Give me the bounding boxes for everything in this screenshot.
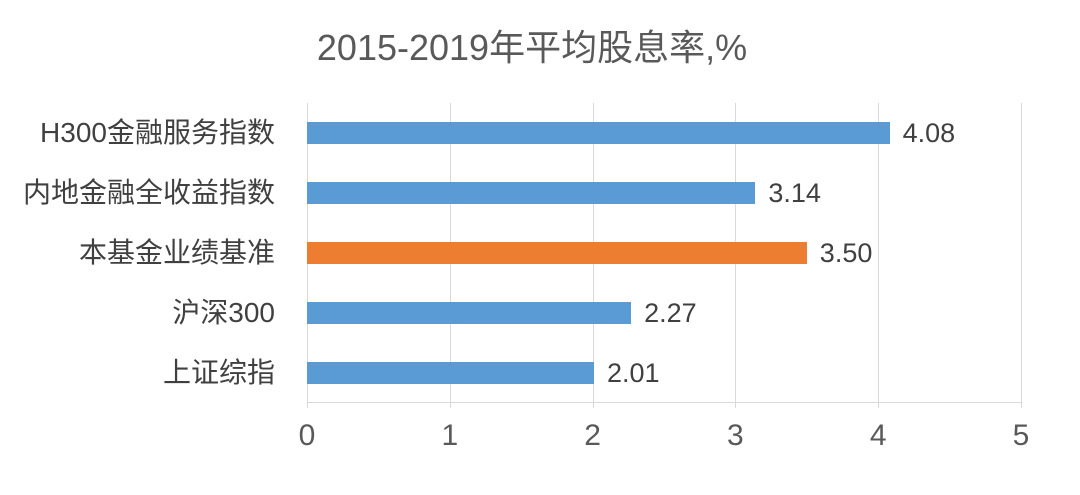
x-axis-tick-mark — [878, 403, 880, 408]
category-label: 上证综指 — [162, 357, 275, 388]
x-axis-tick-label: 2 — [584, 419, 601, 452]
x-axis-tick-mark — [449, 403, 451, 408]
x-axis-tick-mark — [592, 403, 594, 408]
category-label: 沪深300 — [172, 297, 275, 328]
x-axis-tick-mark — [307, 403, 308, 408]
bar — [307, 242, 807, 264]
chart-title: 2015-2019年平均股息率,% — [316, 27, 748, 68]
bar — [307, 302, 632, 324]
x-axis-tick-label: 4 — [869, 419, 887, 452]
value-label: 2.27 — [644, 298, 697, 328]
x-axis-tick-mark — [735, 403, 737, 408]
bar — [307, 362, 595, 384]
value-label: 3.14 — [768, 178, 821, 208]
x-axis-tick-label: 3 — [727, 419, 744, 452]
x-axis-line — [307, 402, 1021, 403]
category-label: H300金融服务指数 — [40, 117, 275, 148]
x-axis-tick-label: 0 — [298, 419, 316, 452]
x-axis-tick-mark — [1021, 403, 1022, 408]
plot-area — [307, 103, 1022, 408]
bar — [307, 182, 756, 204]
value-label: 3.50 — [819, 238, 873, 268]
x-axis-tick-label: 1 — [441, 419, 459, 452]
category-label: 内地金融全收益指数 — [22, 177, 275, 208]
category-label: 本基金业绩基准 — [78, 237, 275, 268]
bar — [307, 122, 890, 144]
gridline — [1021, 103, 1022, 403]
x-axis-tick-label: 5 — [1012, 419, 1030, 452]
value-label: 4.08 — [902, 118, 956, 148]
value-label: 2.01 — [607, 358, 660, 388]
gridline — [878, 103, 880, 403]
